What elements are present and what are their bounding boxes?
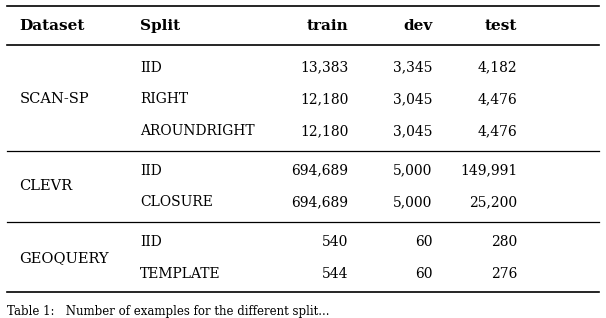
Text: 12,180: 12,180 [300, 124, 348, 138]
Text: 4,182: 4,182 [478, 61, 517, 75]
Text: TEMPLATE: TEMPLATE [140, 266, 221, 280]
Text: RIGHT: RIGHT [140, 92, 188, 106]
Text: 544: 544 [322, 266, 348, 280]
Text: 276: 276 [491, 266, 517, 280]
Text: IID: IID [140, 164, 162, 178]
Text: CLOSURE: CLOSURE [140, 195, 213, 209]
Text: SCAN-SP: SCAN-SP [19, 92, 89, 106]
Text: Dataset: Dataset [19, 19, 85, 33]
Text: 60: 60 [415, 266, 433, 280]
Text: 4,476: 4,476 [478, 124, 517, 138]
Text: Split: Split [140, 19, 180, 33]
Text: 694,689: 694,689 [291, 195, 348, 209]
Text: 280: 280 [491, 235, 517, 249]
Text: 5,000: 5,000 [393, 195, 433, 209]
Text: 3,045: 3,045 [393, 124, 433, 138]
Text: dev: dev [404, 19, 433, 33]
Text: 3,045: 3,045 [393, 92, 433, 106]
Text: IID: IID [140, 235, 162, 249]
Text: 60: 60 [415, 235, 433, 249]
Text: 25,200: 25,200 [469, 195, 517, 209]
Text: 13,383: 13,383 [300, 61, 348, 75]
Text: AROUNDRIGHT: AROUNDRIGHT [140, 124, 255, 138]
Text: train: train [307, 19, 348, 33]
Text: 12,180: 12,180 [300, 92, 348, 106]
Text: 540: 540 [322, 235, 348, 249]
Text: IID: IID [140, 61, 162, 75]
Text: 5,000: 5,000 [393, 164, 433, 178]
Text: GEOQUERY: GEOQUERY [19, 251, 109, 265]
Text: CLEVR: CLEVR [19, 179, 73, 193]
Text: test: test [485, 19, 517, 33]
Text: 694,689: 694,689 [291, 164, 348, 178]
Text: 3,345: 3,345 [393, 61, 433, 75]
Text: Table 1:   Number of examples for the different split...: Table 1: Number of examples for the diff… [7, 305, 330, 318]
Text: 149,991: 149,991 [460, 164, 517, 178]
Text: 4,476: 4,476 [478, 92, 517, 106]
